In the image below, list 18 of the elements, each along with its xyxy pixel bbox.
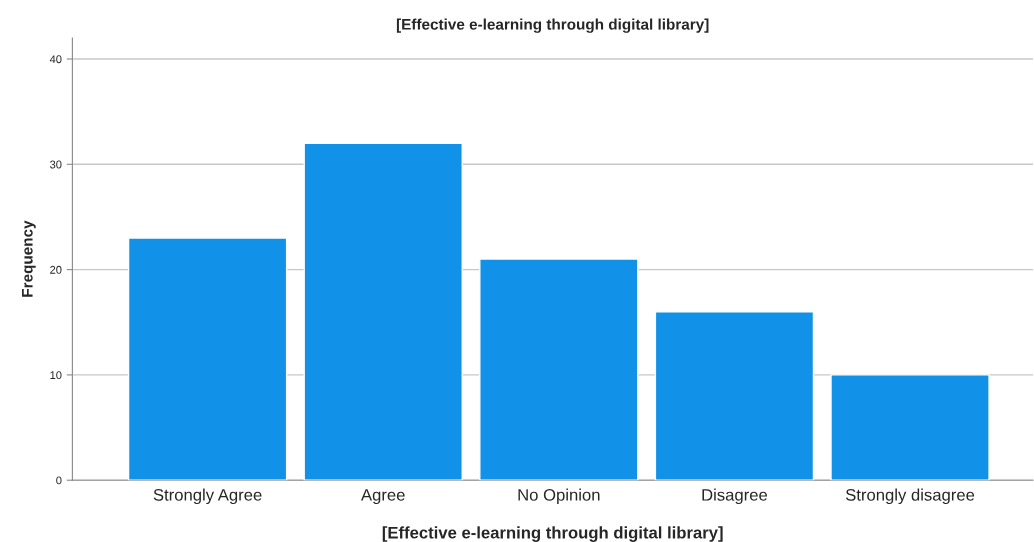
bar [830, 374, 990, 481]
bar [127, 237, 288, 481]
y-tick-label: 30 [50, 160, 62, 169]
x-axis-title: [Effective e-learning through digital library] [382, 526, 723, 542]
bar [479, 258, 639, 481]
y-axis-title: Frequency [22, 220, 36, 297]
bar [303, 142, 463, 481]
bar [654, 311, 815, 481]
y-tick-label: 20 [50, 265, 62, 274]
y-tick-label: 10 [50, 371, 62, 380]
x-tick-label: Strongly disagree [845, 488, 975, 505]
chart-title: [Effective e-learning through digital library] [396, 18, 709, 33]
y-tick-label: 0 [56, 476, 62, 485]
x-tick-label: Strongly Agree [153, 488, 262, 505]
y-tick-label: 40 [49, 55, 62, 64]
x-tick-label: Agree [361, 489, 405, 505]
x-tick-label: No Opinion [518, 488, 600, 505]
x-tick-label: Disagree [702, 488, 768, 505]
